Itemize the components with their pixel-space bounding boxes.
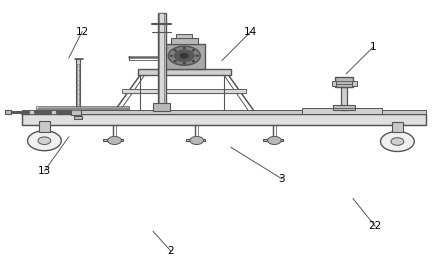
Text: 2: 2 xyxy=(168,246,174,256)
Circle shape xyxy=(108,136,121,144)
Text: 22: 22 xyxy=(369,221,382,231)
Bar xyxy=(176,34,192,38)
Bar xyxy=(71,109,81,115)
Bar xyxy=(341,87,347,110)
Text: 1: 1 xyxy=(370,42,376,52)
Text: 14: 14 xyxy=(244,27,258,37)
Text: 3: 3 xyxy=(279,174,285,184)
Circle shape xyxy=(38,137,51,144)
Bar xyxy=(159,13,164,110)
Bar xyxy=(352,81,357,86)
Bar xyxy=(51,110,56,114)
Bar xyxy=(302,108,382,114)
Circle shape xyxy=(174,50,194,62)
Bar xyxy=(333,105,355,110)
Bar xyxy=(335,77,353,87)
Circle shape xyxy=(268,136,281,144)
Circle shape xyxy=(174,49,176,51)
Bar xyxy=(36,106,129,110)
Circle shape xyxy=(174,60,176,62)
Bar xyxy=(138,69,231,75)
Bar xyxy=(29,110,34,114)
Circle shape xyxy=(183,47,186,49)
Bar xyxy=(22,114,426,125)
Bar xyxy=(103,139,123,141)
Bar xyxy=(392,122,403,132)
Bar xyxy=(171,38,198,44)
Circle shape xyxy=(196,55,198,57)
Bar xyxy=(122,89,246,93)
Circle shape xyxy=(28,131,61,151)
Text: 12: 12 xyxy=(75,27,89,37)
Bar xyxy=(186,139,205,141)
Bar xyxy=(332,81,336,86)
Circle shape xyxy=(183,63,186,64)
Circle shape xyxy=(170,55,173,57)
Circle shape xyxy=(190,136,203,144)
Circle shape xyxy=(391,138,404,145)
Circle shape xyxy=(168,46,200,65)
Bar xyxy=(153,103,170,111)
Bar xyxy=(5,110,11,114)
Circle shape xyxy=(180,53,189,58)
Circle shape xyxy=(192,60,195,62)
Bar xyxy=(76,59,80,116)
Bar xyxy=(39,121,50,132)
Bar xyxy=(158,13,166,110)
Bar xyxy=(263,139,283,141)
Bar xyxy=(77,64,79,116)
Text: 13: 13 xyxy=(38,166,51,176)
Bar xyxy=(163,44,205,69)
Circle shape xyxy=(192,49,195,51)
Bar xyxy=(74,116,82,119)
Circle shape xyxy=(381,132,414,151)
Bar xyxy=(22,110,426,114)
